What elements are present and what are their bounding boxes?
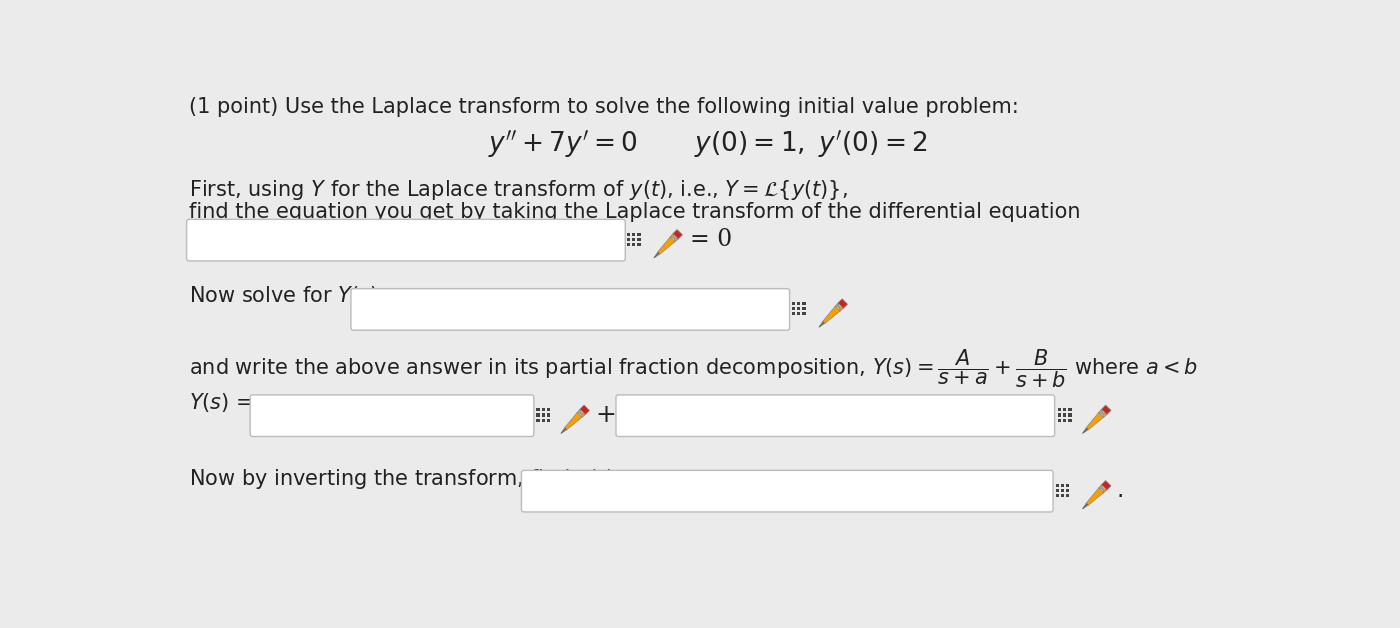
Polygon shape xyxy=(580,405,589,414)
Bar xyxy=(802,307,805,310)
Polygon shape xyxy=(1082,504,1088,509)
Polygon shape xyxy=(1086,409,1107,430)
Bar xyxy=(797,312,801,315)
Polygon shape xyxy=(564,409,585,430)
Text: .: . xyxy=(1117,479,1124,502)
Text: (1 point) Use the Laplace transform to solve the following initial value problem: (1 point) Use the Laplace transform to s… xyxy=(189,97,1019,117)
Bar xyxy=(1068,408,1071,411)
Polygon shape xyxy=(654,252,659,258)
Bar xyxy=(792,307,795,310)
Bar xyxy=(547,418,550,422)
Polygon shape xyxy=(673,229,682,239)
Bar xyxy=(536,408,539,411)
Text: +: + xyxy=(596,403,617,427)
Text: $Y(s)$ =: $Y(s)$ = xyxy=(189,391,253,414)
Polygon shape xyxy=(561,428,566,433)
Polygon shape xyxy=(1082,428,1088,433)
Text: $y(0) = 1, \ y'(0) = 2$: $y(0) = 1, \ y'(0) = 2$ xyxy=(694,127,927,160)
Bar xyxy=(792,312,795,315)
Polygon shape xyxy=(839,299,847,308)
Text: = 0: = 0 xyxy=(690,228,732,251)
Text: Now by inverting the transform, find $y(t)$ =: Now by inverting the transform, find $y(… xyxy=(189,467,637,490)
Polygon shape xyxy=(561,428,567,433)
Bar xyxy=(536,413,539,416)
Bar xyxy=(1065,494,1070,497)
Bar xyxy=(792,302,795,305)
Text: First, using $\mathit{Y}$ for the Laplace transform of $y(t)$, i.e., $Y = \mathc: First, using $\mathit{Y}$ for the Laplac… xyxy=(189,178,848,202)
FancyBboxPatch shape xyxy=(351,289,790,330)
Text: $y'' + 7y' = 0$: $y'' + 7y' = 0$ xyxy=(487,127,637,160)
Polygon shape xyxy=(1086,485,1107,506)
Bar xyxy=(627,238,630,241)
Polygon shape xyxy=(654,252,659,258)
Bar xyxy=(637,238,641,241)
Polygon shape xyxy=(1099,409,1107,418)
Polygon shape xyxy=(819,322,825,327)
Bar xyxy=(542,413,545,416)
Text: and write the above answer in its partial fraction decomposition, $Y(s) = \dfrac: and write the above answer in its partia… xyxy=(189,347,1198,390)
Bar xyxy=(1065,484,1070,487)
Bar xyxy=(1056,494,1058,497)
Polygon shape xyxy=(1102,405,1112,414)
Bar xyxy=(637,232,641,236)
Bar xyxy=(802,302,805,305)
Polygon shape xyxy=(823,303,843,323)
Bar xyxy=(1068,418,1071,422)
FancyBboxPatch shape xyxy=(616,395,1054,436)
Bar xyxy=(627,232,630,236)
Bar xyxy=(536,418,539,422)
Polygon shape xyxy=(819,322,825,327)
Bar xyxy=(1056,489,1058,492)
Bar xyxy=(1061,484,1064,487)
Polygon shape xyxy=(1082,428,1088,433)
Bar xyxy=(1056,484,1058,487)
Bar xyxy=(627,243,630,246)
Bar xyxy=(797,307,801,310)
Polygon shape xyxy=(834,303,843,311)
FancyBboxPatch shape xyxy=(251,395,533,436)
Polygon shape xyxy=(658,234,678,254)
Polygon shape xyxy=(1102,480,1112,490)
Bar xyxy=(1061,489,1064,492)
Bar xyxy=(1058,408,1061,411)
Polygon shape xyxy=(669,234,678,242)
Bar xyxy=(637,243,641,246)
Bar xyxy=(633,232,636,236)
Bar xyxy=(547,408,550,411)
Bar xyxy=(1058,418,1061,422)
Polygon shape xyxy=(577,409,585,418)
Bar xyxy=(1063,413,1067,416)
Text: Now solve for $\mathit{Y}(s)$ =: Now solve for $\mathit{Y}(s)$ = xyxy=(189,284,402,307)
FancyBboxPatch shape xyxy=(186,219,626,261)
Bar xyxy=(797,302,801,305)
FancyBboxPatch shape xyxy=(521,470,1053,512)
Bar xyxy=(542,418,545,422)
Bar xyxy=(1063,408,1067,411)
Polygon shape xyxy=(1082,503,1088,509)
Text: find the equation you get by taking the Laplace transform of the differential eq: find the equation you get by taking the … xyxy=(189,202,1081,222)
Polygon shape xyxy=(1099,485,1107,493)
Bar xyxy=(1061,494,1064,497)
Bar xyxy=(633,243,636,246)
Bar xyxy=(1068,413,1071,416)
Bar xyxy=(633,238,636,241)
Bar xyxy=(802,312,805,315)
Bar xyxy=(1065,489,1070,492)
Bar xyxy=(1058,413,1061,416)
Bar xyxy=(542,408,545,411)
Bar xyxy=(1063,418,1067,422)
Bar xyxy=(547,413,550,416)
